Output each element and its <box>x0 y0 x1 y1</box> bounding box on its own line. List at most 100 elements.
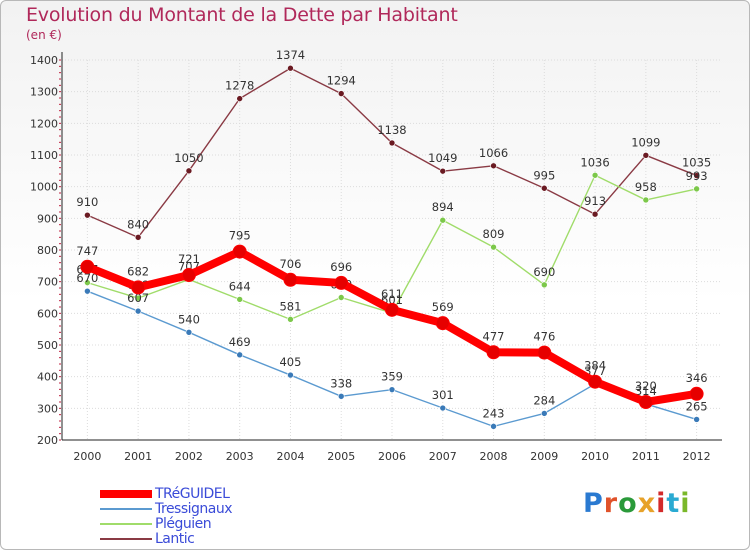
data-label: 265 <box>686 399 708 413</box>
data-label: 581 <box>279 299 301 313</box>
x-tick-label: 2010 <box>581 450 609 463</box>
data-label: 338 <box>330 376 352 390</box>
data-point <box>337 392 345 400</box>
data-point <box>134 234 142 241</box>
data-point <box>185 329 193 336</box>
data-label: 840 <box>127 217 149 231</box>
data-label: 1050 <box>174 151 203 165</box>
data-point <box>693 172 700 179</box>
data-label: 469 <box>229 335 251 349</box>
data-label: 243 <box>483 406 505 420</box>
x-tick-label: 2008 <box>480 450 508 463</box>
data-point <box>435 316 450 331</box>
data-label: 1278 <box>225 79 254 93</box>
y-tick-label: 400 <box>37 371 58 384</box>
legend-label: TRéGUIDEL <box>155 486 230 502</box>
y-tick-label: 500 <box>37 339 58 352</box>
data-point <box>541 410 548 417</box>
data-point <box>134 294 142 302</box>
data-point <box>287 316 294 323</box>
data-label: 696 <box>330 260 352 274</box>
data-point <box>287 64 294 72</box>
y-tick-label: 1200 <box>30 117 58 130</box>
proxiti-logo: Proxiti <box>583 488 691 519</box>
data-label: 1066 <box>479 146 508 160</box>
data-label: 1138 <box>377 123 406 137</box>
y-tick-label: 200 <box>37 434 58 447</box>
x-tick-label: 2000 <box>73 450 101 463</box>
x-tick-label: 2006 <box>378 450 406 463</box>
y-tick-label: 1300 <box>30 86 58 99</box>
data-point <box>388 139 396 147</box>
data-label: 611 <box>381 287 403 301</box>
data-label: 477 <box>483 329 505 343</box>
data-label: 958 <box>635 180 657 194</box>
chart-title: Evolution du Montant de la Dette par Hab… <box>26 4 458 26</box>
data-label: 993 <box>686 169 708 183</box>
data-point <box>693 185 700 193</box>
data-point <box>80 259 95 274</box>
data-point <box>334 275 349 290</box>
data-point <box>388 386 396 393</box>
data-label: 894 <box>432 200 454 214</box>
y-tick-label: 300 <box>37 402 58 415</box>
chart-subtitle: (en €) <box>26 28 62 42</box>
y-tick-label: 1000 <box>30 181 58 194</box>
legend-label: Lantic <box>155 531 195 547</box>
data-label: 706 <box>279 257 301 271</box>
legend-label: Pléguien <box>155 516 212 532</box>
logo-letter: t <box>666 488 681 519</box>
data-label: 1036 <box>580 155 609 169</box>
data-label: 607 <box>127 291 149 305</box>
data-point <box>439 404 447 412</box>
data-label: 670 <box>76 271 98 285</box>
logo-letter: x <box>637 488 657 519</box>
data-label: 314 <box>635 384 657 398</box>
legend-swatch <box>100 538 152 540</box>
data-label: 301 <box>432 388 454 402</box>
data-label: 809 <box>483 227 505 241</box>
data-label: 910 <box>76 195 98 209</box>
data-label: 1099 <box>631 135 660 149</box>
x-tick-label: 2001 <box>124 450 152 463</box>
data-label: 384 <box>584 359 606 373</box>
data-point <box>84 211 91 219</box>
y-tick-label: 600 <box>37 307 58 320</box>
logo-letter: P <box>583 488 604 519</box>
data-point <box>490 162 497 170</box>
legend-swatch <box>100 523 152 525</box>
data-point <box>642 152 650 159</box>
data-label: 1294 <box>327 74 356 88</box>
legend-swatch <box>100 490 152 498</box>
data-point <box>490 423 497 430</box>
data-point <box>642 196 650 204</box>
data-point <box>537 345 552 360</box>
x-tick-label: 2011 <box>632 450 660 463</box>
data-label: 995 <box>533 168 555 182</box>
data-label: 569 <box>432 300 454 314</box>
x-tick-label: 2007 <box>429 450 457 463</box>
data-point <box>134 307 142 315</box>
data-point <box>591 210 599 218</box>
data-point <box>283 272 298 287</box>
data-point <box>236 296 243 303</box>
data-label: 1035 <box>682 156 711 170</box>
data-point <box>287 371 294 379</box>
data-label: 1374 <box>276 48 305 62</box>
data-label: 747 <box>76 244 98 258</box>
data-point <box>693 416 700 423</box>
x-tick-label: 2009 <box>530 450 558 463</box>
data-point <box>84 279 91 286</box>
data-point <box>84 287 91 295</box>
data-point <box>490 243 497 251</box>
data-point <box>385 302 399 317</box>
logo-letter: o <box>618 488 638 519</box>
x-tick-label: 2002 <box>175 450 203 463</box>
data-point <box>337 294 345 301</box>
data-point <box>638 395 653 409</box>
legend-swatch <box>100 508 152 510</box>
y-tick-label: 700 <box>37 276 58 289</box>
data-point <box>486 345 501 360</box>
x-tick-label: 2005 <box>327 450 355 463</box>
